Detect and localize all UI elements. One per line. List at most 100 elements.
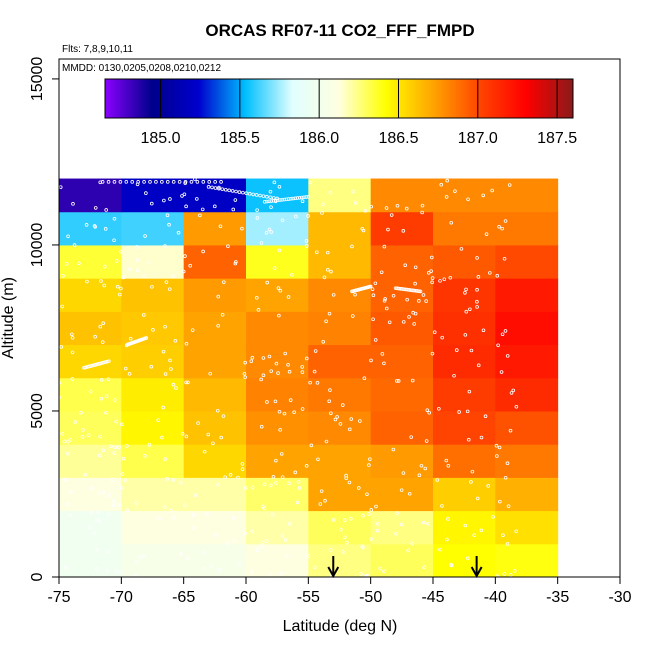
sample-point	[149, 201, 154, 206]
sample-point	[105, 549, 110, 554]
sample-point	[419, 464, 424, 468]
sample-point	[226, 244, 230, 249]
sample-point	[354, 200, 358, 205]
heatmap-cell	[370, 410, 434, 445]
sample-point	[114, 419, 118, 424]
heatmap-cell	[495, 344, 559, 379]
track-point	[258, 193, 262, 198]
sample-point	[277, 184, 282, 189]
sample-point	[87, 525, 92, 530]
sample-point	[512, 568, 517, 573]
sample-point	[412, 322, 417, 326]
sample-point	[201, 551, 206, 555]
heatmap-cell	[59, 543, 122, 577]
sample-point	[115, 284, 120, 289]
sample-point	[222, 280, 226, 284]
heatmap-cell	[370, 278, 434, 312]
heatmap-cell	[246, 211, 309, 246]
colorbar: 185.0 185.5 186.0 186.5 187.0 187.5	[104, 78, 577, 147]
sample-point	[465, 409, 470, 414]
heatmap-cell	[370, 543, 434, 577]
track-point	[100, 180, 105, 184]
sample-point	[495, 273, 500, 278]
sample-point	[438, 547, 442, 552]
sample-point	[382, 569, 386, 573]
sample-point	[118, 570, 123, 574]
sample-point	[277, 313, 281, 318]
sample-point	[464, 287, 468, 292]
sample-point	[136, 268, 140, 272]
sample-point	[268, 483, 273, 488]
sample-point	[497, 225, 501, 229]
heatmap-cell	[495, 244, 559, 279]
sample-point	[367, 512, 371, 516]
sample-point	[297, 486, 302, 490]
sample-point	[339, 527, 343, 532]
heatmap-cell	[495, 410, 559, 445]
colorbar-tick-label: 187.0	[458, 130, 498, 147]
sample-point	[287, 481, 291, 486]
sample-point	[508, 573, 513, 577]
sample-point	[379, 270, 384, 275]
track-point	[165, 180, 170, 184]
sample-point	[195, 197, 199, 201]
sample-point	[64, 261, 69, 266]
heatmap-cell	[246, 311, 309, 346]
track-point	[189, 180, 194, 184]
sample-point	[259, 377, 263, 382]
sample-point	[308, 380, 312, 385]
sample-point	[171, 382, 176, 387]
sample-point	[411, 310, 415, 315]
heatmap-cell	[246, 410, 309, 445]
sample-point	[167, 287, 172, 291]
sample-point	[269, 205, 273, 209]
sample-point	[231, 207, 236, 212]
sample-point	[382, 298, 387, 303]
x-tick-label: -50	[359, 589, 382, 606]
sample-point	[287, 369, 292, 374]
heatmap-cell	[246, 244, 309, 279]
sample-point	[384, 206, 389, 210]
sample-point	[380, 352, 385, 356]
sample-point	[286, 362, 290, 367]
sample-point	[288, 521, 292, 526]
sample-point	[361, 513, 365, 518]
sample-point	[123, 478, 127, 482]
sample-point	[278, 288, 283, 293]
track-point	[144, 336, 149, 340]
sample-point	[426, 521, 430, 526]
track-point	[223, 187, 228, 192]
heatmap-cell	[121, 211, 185, 246]
sample-point	[449, 221, 454, 225]
sample-point	[151, 328, 155, 332]
sample-point	[469, 348, 474, 353]
sample-point	[440, 335, 445, 340]
sample-point	[240, 462, 245, 466]
x-tick-label: -40	[484, 589, 507, 606]
sample-point	[271, 475, 276, 479]
heatmap-cell	[183, 477, 247, 512]
heatmap-cell	[433, 477, 496, 512]
sample-point	[344, 473, 348, 478]
sample-point	[142, 274, 146, 279]
heatmap-cell	[183, 244, 247, 279]
x-tick-label: -55	[297, 589, 320, 606]
sample-point	[200, 207, 205, 212]
sample-point	[399, 488, 404, 492]
sample-point	[369, 537, 373, 541]
heatmap-cell	[370, 510, 434, 545]
track-point	[302, 195, 306, 200]
sample-point	[104, 208, 108, 212]
heatmap-cell	[59, 278, 122, 312]
sample-point	[369, 204, 374, 209]
sample-point	[386, 227, 390, 232]
sample-point	[243, 486, 248, 490]
sample-point	[329, 269, 333, 274]
sample-point	[407, 315, 411, 319]
track-point	[241, 190, 245, 195]
heatmap-cell	[121, 410, 185, 445]
sample-point	[483, 414, 488, 418]
sample-point	[66, 451, 70, 456]
sample-point	[375, 528, 380, 533]
sample-point	[123, 366, 128, 371]
